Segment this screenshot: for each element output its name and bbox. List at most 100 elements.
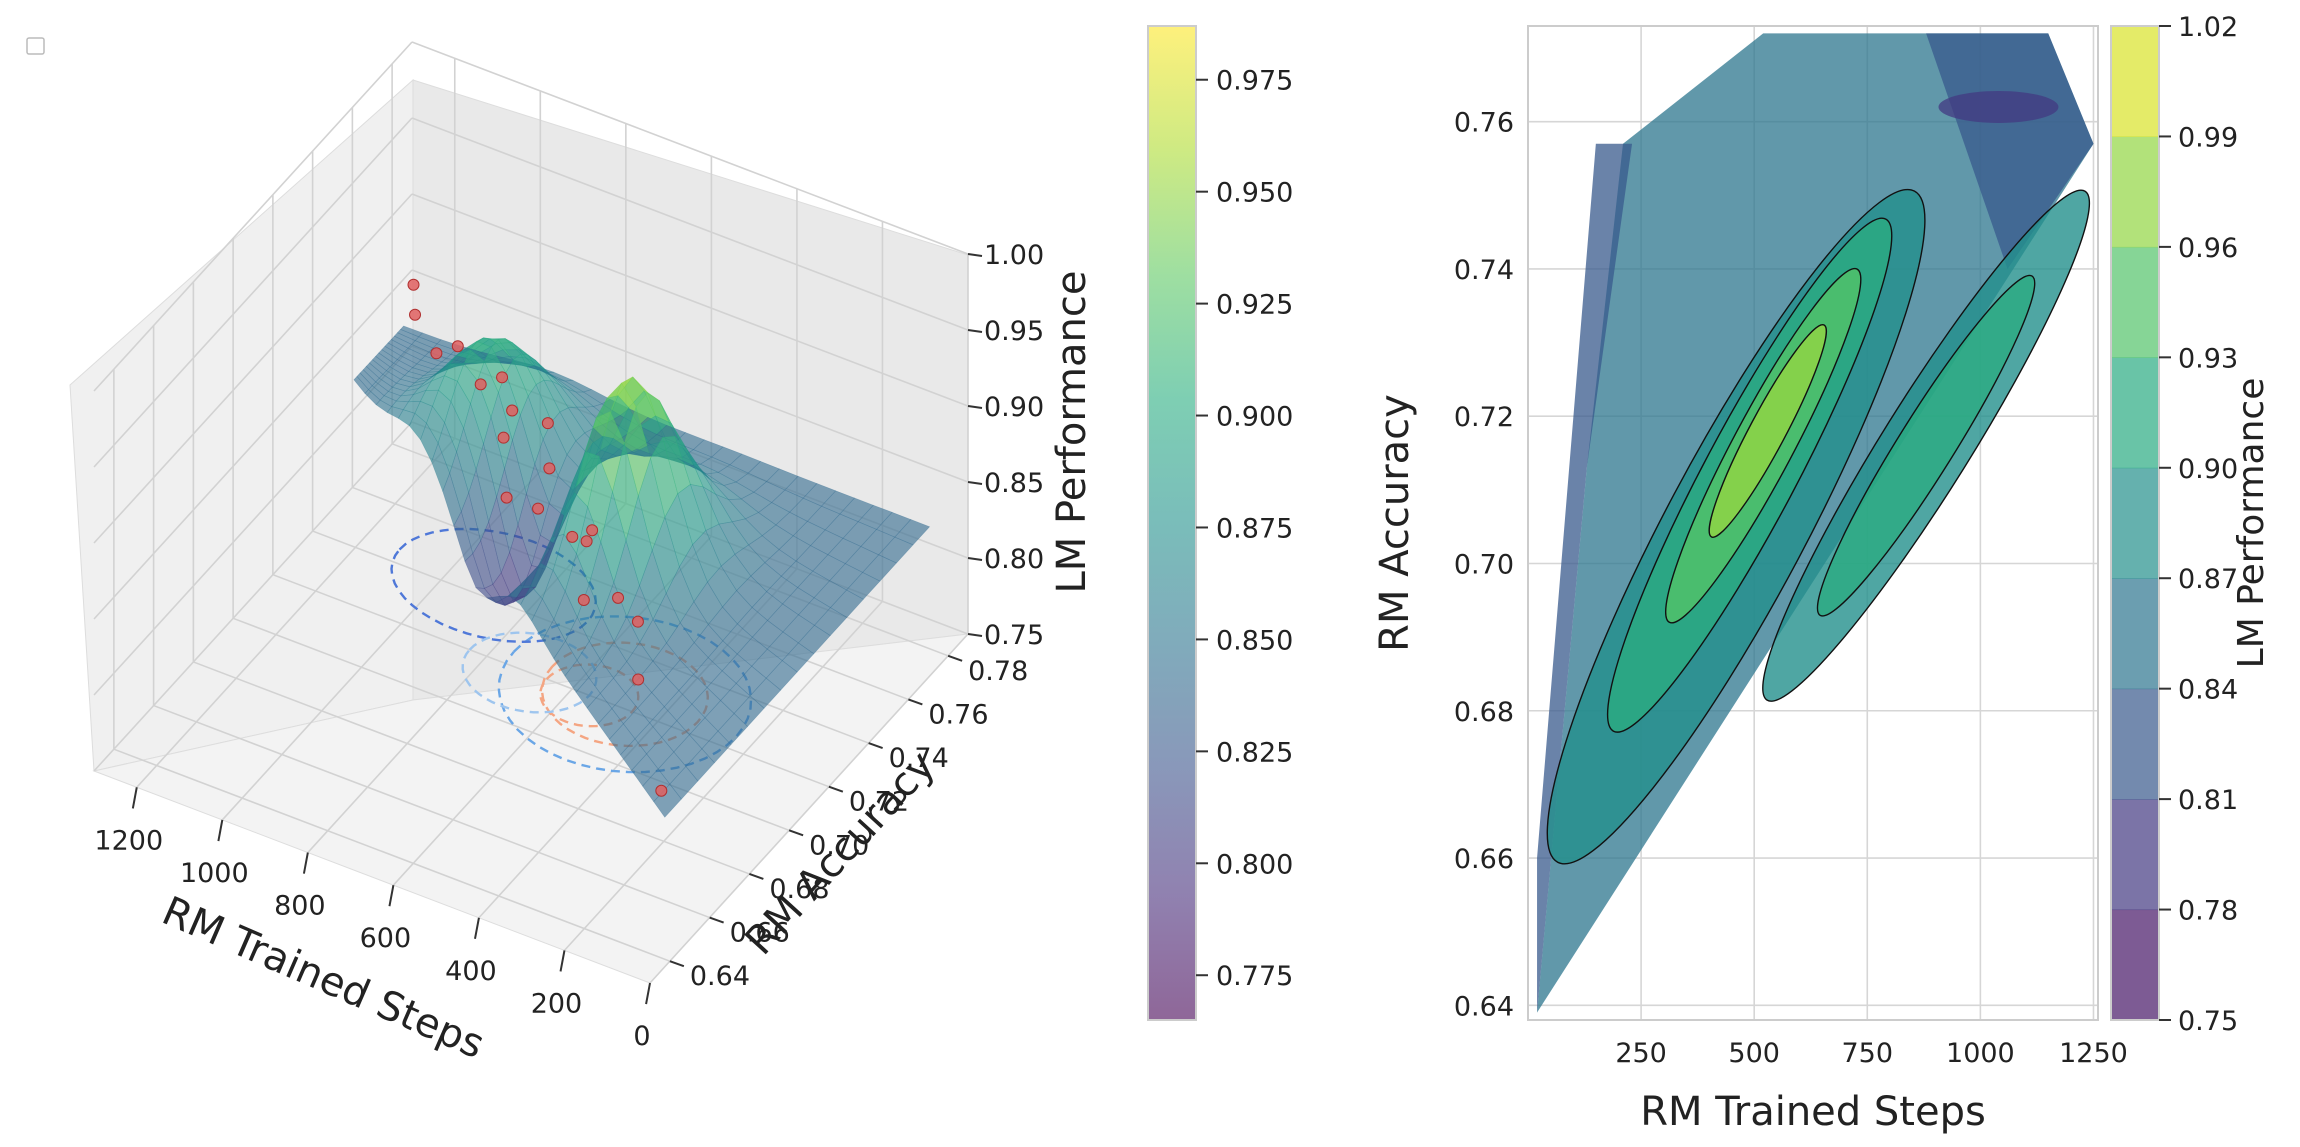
y-tick-mark: [669, 960, 685, 968]
surface-facet: [638, 660, 667, 693]
surface-facet: [797, 624, 831, 655]
contour-x-tick-label: 1250: [2059, 1038, 2128, 1069]
surface-facet: [364, 389, 381, 406]
surface-facet: [542, 618, 566, 660]
surface-colorbar-ticks: 0.775 0.800 0.825 0.850 0.875 0.900 0.925 0.950…: [1196, 66, 1293, 992]
y-tick-mark: [788, 829, 804, 837]
surface-facet: [721, 653, 753, 684]
y-tick-label: 0.66: [730, 918, 790, 949]
surface-facet: [748, 535, 780, 564]
colorbar-band: [2111, 799, 2159, 911]
scatter-point: [541, 417, 554, 430]
grid-z-back: [411, 41, 969, 255]
y-tick-label: 0.70: [809, 830, 869, 861]
colorbar-tick-label: 1.02: [2178, 12, 2238, 43]
surface-facet: [371, 381, 389, 397]
x-tick-label: 600: [360, 923, 412, 954]
grid-z-side: [93, 117, 413, 468]
colorbar-tick-label: 0.900: [1216, 402, 1293, 433]
colorbar-tick-label: 0.850: [1216, 625, 1293, 656]
surface-facet: [740, 491, 773, 513]
contour-tick-labels: 250 500 750 1000 1250 0.64 0.66 0.68 0.70 0.72 0.7…: [1454, 108, 2128, 1069]
z-tick-mark: [967, 253, 983, 257]
surface-facet: [387, 339, 409, 353]
surface-facet: [365, 362, 384, 379]
surface-facet: [575, 677, 601, 709]
surface3d-panel: 1200 1000 800 600 400 200 0 0.64 0.66 0.68 0.70 0.7…: [69, 41, 1095, 1068]
surface-facet: [442, 472, 462, 527]
contour-ylabel: RM Accuracy: [1372, 394, 1418, 652]
floor-contour: [497, 615, 753, 774]
y-tick-label: 0.72: [849, 787, 909, 818]
surface-facet: [679, 601, 709, 644]
grid-y-floor: [232, 617, 790, 832]
surface-facet: [705, 472, 737, 486]
surface-facet: [520, 585, 543, 622]
contour-colorbar-frame: [2110, 25, 2160, 1021]
x-tick-label: 400: [445, 956, 497, 987]
surface-facet: [414, 375, 434, 384]
y-tick-label: 0.76: [928, 699, 988, 730]
surface-facet: [701, 730, 732, 764]
surface-facet: [457, 362, 478, 405]
z-tick-label: 0.85: [984, 468, 1044, 499]
contour-x-tick-label: 500: [1728, 1038, 1780, 1069]
surface-facet: [764, 549, 797, 577]
surface-facet: [767, 603, 799, 633]
y-tick-label: 0.68: [769, 874, 829, 905]
surface-facet: [782, 587, 815, 616]
surface-facet: [878, 536, 914, 564]
surface-facet: [731, 518, 763, 546]
colorbar-tick-label: 0.78: [2178, 896, 2238, 927]
y-tick-mark: [828, 785, 844, 793]
scatter-point: [407, 278, 420, 291]
surface-facet: [495, 596, 518, 606]
y-tick-mark: [709, 916, 724, 924]
contour-x-tick-label: 250: [1615, 1038, 1667, 1069]
contour-band-low: [1537, 143, 1633, 1013]
surface-facet: [693, 581, 723, 626]
grid-y-floor: [153, 704, 710, 919]
surface-facet: [431, 442, 451, 493]
grid-y-floor: [113, 748, 671, 962]
scatter-point: [500, 491, 513, 504]
x-tick-label: 0: [633, 1021, 650, 1052]
surface-facet: [715, 493, 746, 523]
scatter-point: [586, 524, 599, 537]
scatter-point: [409, 308, 422, 321]
surface-facet: [761, 524, 794, 550]
surface-facet: [736, 636, 768, 667]
surface-facet: [646, 736, 675, 770]
colorbar-tick-label: 0.800: [1216, 849, 1293, 880]
scatter-point: [532, 502, 545, 515]
surface-facet: [395, 378, 416, 388]
colorbar-tick-label: 0.775: [1216, 961, 1293, 992]
scatter-point: [543, 462, 556, 475]
contour-line: [1664, 267, 1862, 624]
z-tick-mark: [967, 405, 983, 409]
scatter-points: [407, 278, 668, 797]
surface-zlabel: LM Performance: [1049, 271, 1095, 594]
surface-facet: [539, 503, 565, 545]
colorbar-tick-label: 0.90: [2178, 454, 2238, 485]
z-tick-mark: [967, 329, 983, 333]
contour-x-tick-label: 750: [1842, 1038, 1894, 1069]
contour-x-tick-label: 1000: [1946, 1038, 2015, 1069]
colorbar-tick-label: 0.975: [1216, 66, 1293, 97]
surface-facet: [384, 342, 405, 357]
grid-z-back: [411, 117, 969, 331]
contour-band-min: [1938, 90, 2059, 123]
x-tick-label: 1200: [94, 825, 163, 856]
grid-z-back: [411, 193, 969, 407]
scatter-point: [631, 615, 644, 628]
surface-facet: [505, 359, 529, 416]
y-tick-label: 0.78: [968, 656, 1028, 687]
scatter-point: [580, 535, 593, 548]
grid-x-floor: [563, 600, 884, 951]
z-tick-label: 0.75: [984, 620, 1044, 651]
scatter-point: [474, 378, 487, 391]
z-tick-mark: [967, 557, 983, 561]
x-tick-mark: [302, 852, 309, 874]
surface-facet: [781, 642, 815, 673]
